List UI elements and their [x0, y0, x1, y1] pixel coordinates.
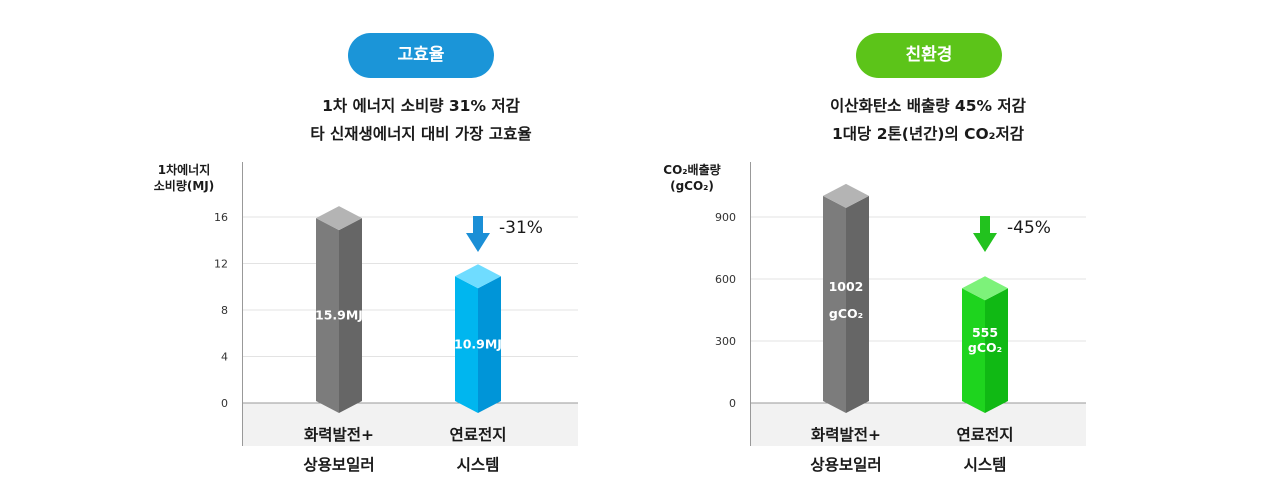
category-line-2: 시스템: [456, 456, 500, 474]
category-band: [242, 403, 578, 446]
category-line-1: 화력발전+: [303, 426, 375, 444]
y-tick-label: 0: [729, 397, 736, 410]
bar-0: [823, 183, 869, 413]
y-tick-label: 8: [221, 304, 228, 317]
bar-face-front: [316, 218, 339, 413]
y-tick-label: 900: [715, 211, 736, 224]
bar-value-label: 10.9MJ: [454, 337, 502, 352]
bar-0: [316, 206, 362, 413]
chart-efficiency: 0 4 8 12 16 15.9MJ 10.9MJ: [214, 162, 578, 446]
badge-efficiency: 고효율: [348, 33, 494, 78]
bar-face-front: [962, 288, 985, 413]
y-axis-label: 1차에너지 소비량(MJ): [142, 162, 226, 194]
headline-line-2: 1대당 2톤(년간)의 CO₂저감: [832, 125, 1024, 143]
y-axis-label-line-2: 소비량(MJ): [153, 179, 215, 193]
bar-value-label: 555: [972, 325, 998, 340]
bar-face-side: [985, 288, 1008, 413]
category-label-thermal: 화력발전+ 상용보일러: [786, 420, 906, 480]
category-line-1: 연료전지: [956, 426, 1014, 444]
y-tick-label: 12: [214, 258, 228, 271]
bar-face-top: [823, 183, 869, 208]
category-line-1: 연료전지: [449, 426, 507, 444]
y-tick-label: 4: [221, 351, 228, 364]
bar-face-side: [339, 218, 362, 413]
headline-line-2: 타 신재생에너지 대비 가장 고효율: [310, 125, 532, 143]
panel-efficiency: 고효율 1차 에너지 소비량 31% 저감 타 신재생에너지 대비 가장 고효율…: [142, 33, 631, 480]
change-label: -31%: [499, 218, 543, 238]
bar-value-label: gCO₂: [829, 306, 863, 321]
category-line-1: 화력발전+: [810, 426, 882, 444]
down-arrow-icon: [973, 216, 997, 252]
bar-face-top: [962, 276, 1008, 301]
y-axis-label-line-1: 1차에너지: [157, 163, 211, 177]
headline-line-1: 1차 에너지 소비량 31% 저감: [322, 97, 520, 115]
category-band: [750, 403, 1086, 446]
category-line-2: 상용보일러: [810, 456, 882, 474]
bar-1: [962, 276, 1008, 413]
badge-eco: 친환경: [856, 33, 1002, 78]
bar-face-front: [823, 195, 846, 413]
category-label-fuelcell: 연료전지 시스템: [925, 420, 1045, 480]
bar-face-top: [455, 264, 501, 289]
bar-face-side: [478, 276, 501, 413]
y-tick-label: 300: [715, 335, 736, 348]
y-tick-label: 600: [715, 273, 736, 286]
bar-1: [455, 264, 501, 413]
down-arrow-icon: [466, 216, 490, 252]
bar-value-label: 1002: [829, 279, 864, 294]
y-axis-label-line-2: (gCO₂): [670, 179, 714, 193]
y-tick-label: 0: [221, 397, 228, 410]
category-line-2: 시스템: [963, 456, 1007, 474]
headline-line-1: 이산화탄소 배출량 45% 저감: [830, 97, 1026, 115]
category-label-thermal: 화력발전+ 상용보일러: [279, 420, 399, 480]
y-axis-label: CO₂배출량 (gCO₂): [650, 162, 734, 194]
category-line-2: 상용보일러: [303, 456, 375, 474]
bar-value-label: 15.9MJ: [315, 308, 363, 323]
category-label-fuelcell: 연료전지 시스템: [418, 420, 538, 480]
headline-efficiency: 1차 에너지 소비량 31% 저감 타 신재생에너지 대비 가장 고효율: [211, 92, 631, 148]
y-tick-label: 16: [214, 211, 228, 224]
bar-value-label: gCO₂: [968, 340, 1002, 355]
bar-face-side: [846, 195, 869, 413]
headline-eco: 이산화탄소 배출량 45% 저감 1대당 2톤(년간)의 CO₂저감: [718, 92, 1138, 148]
panel-eco: 친환경 이산화탄소 배출량 45% 저감 1대당 2톤(년간)의 CO₂저감 C…: [631, 0, 1262, 503]
bar-face-front: [455, 276, 478, 413]
bar-face-top: [316, 206, 362, 231]
change-label: -45%: [1007, 218, 1051, 238]
y-axis-label-line-1: CO₂배출량: [663, 163, 721, 177]
